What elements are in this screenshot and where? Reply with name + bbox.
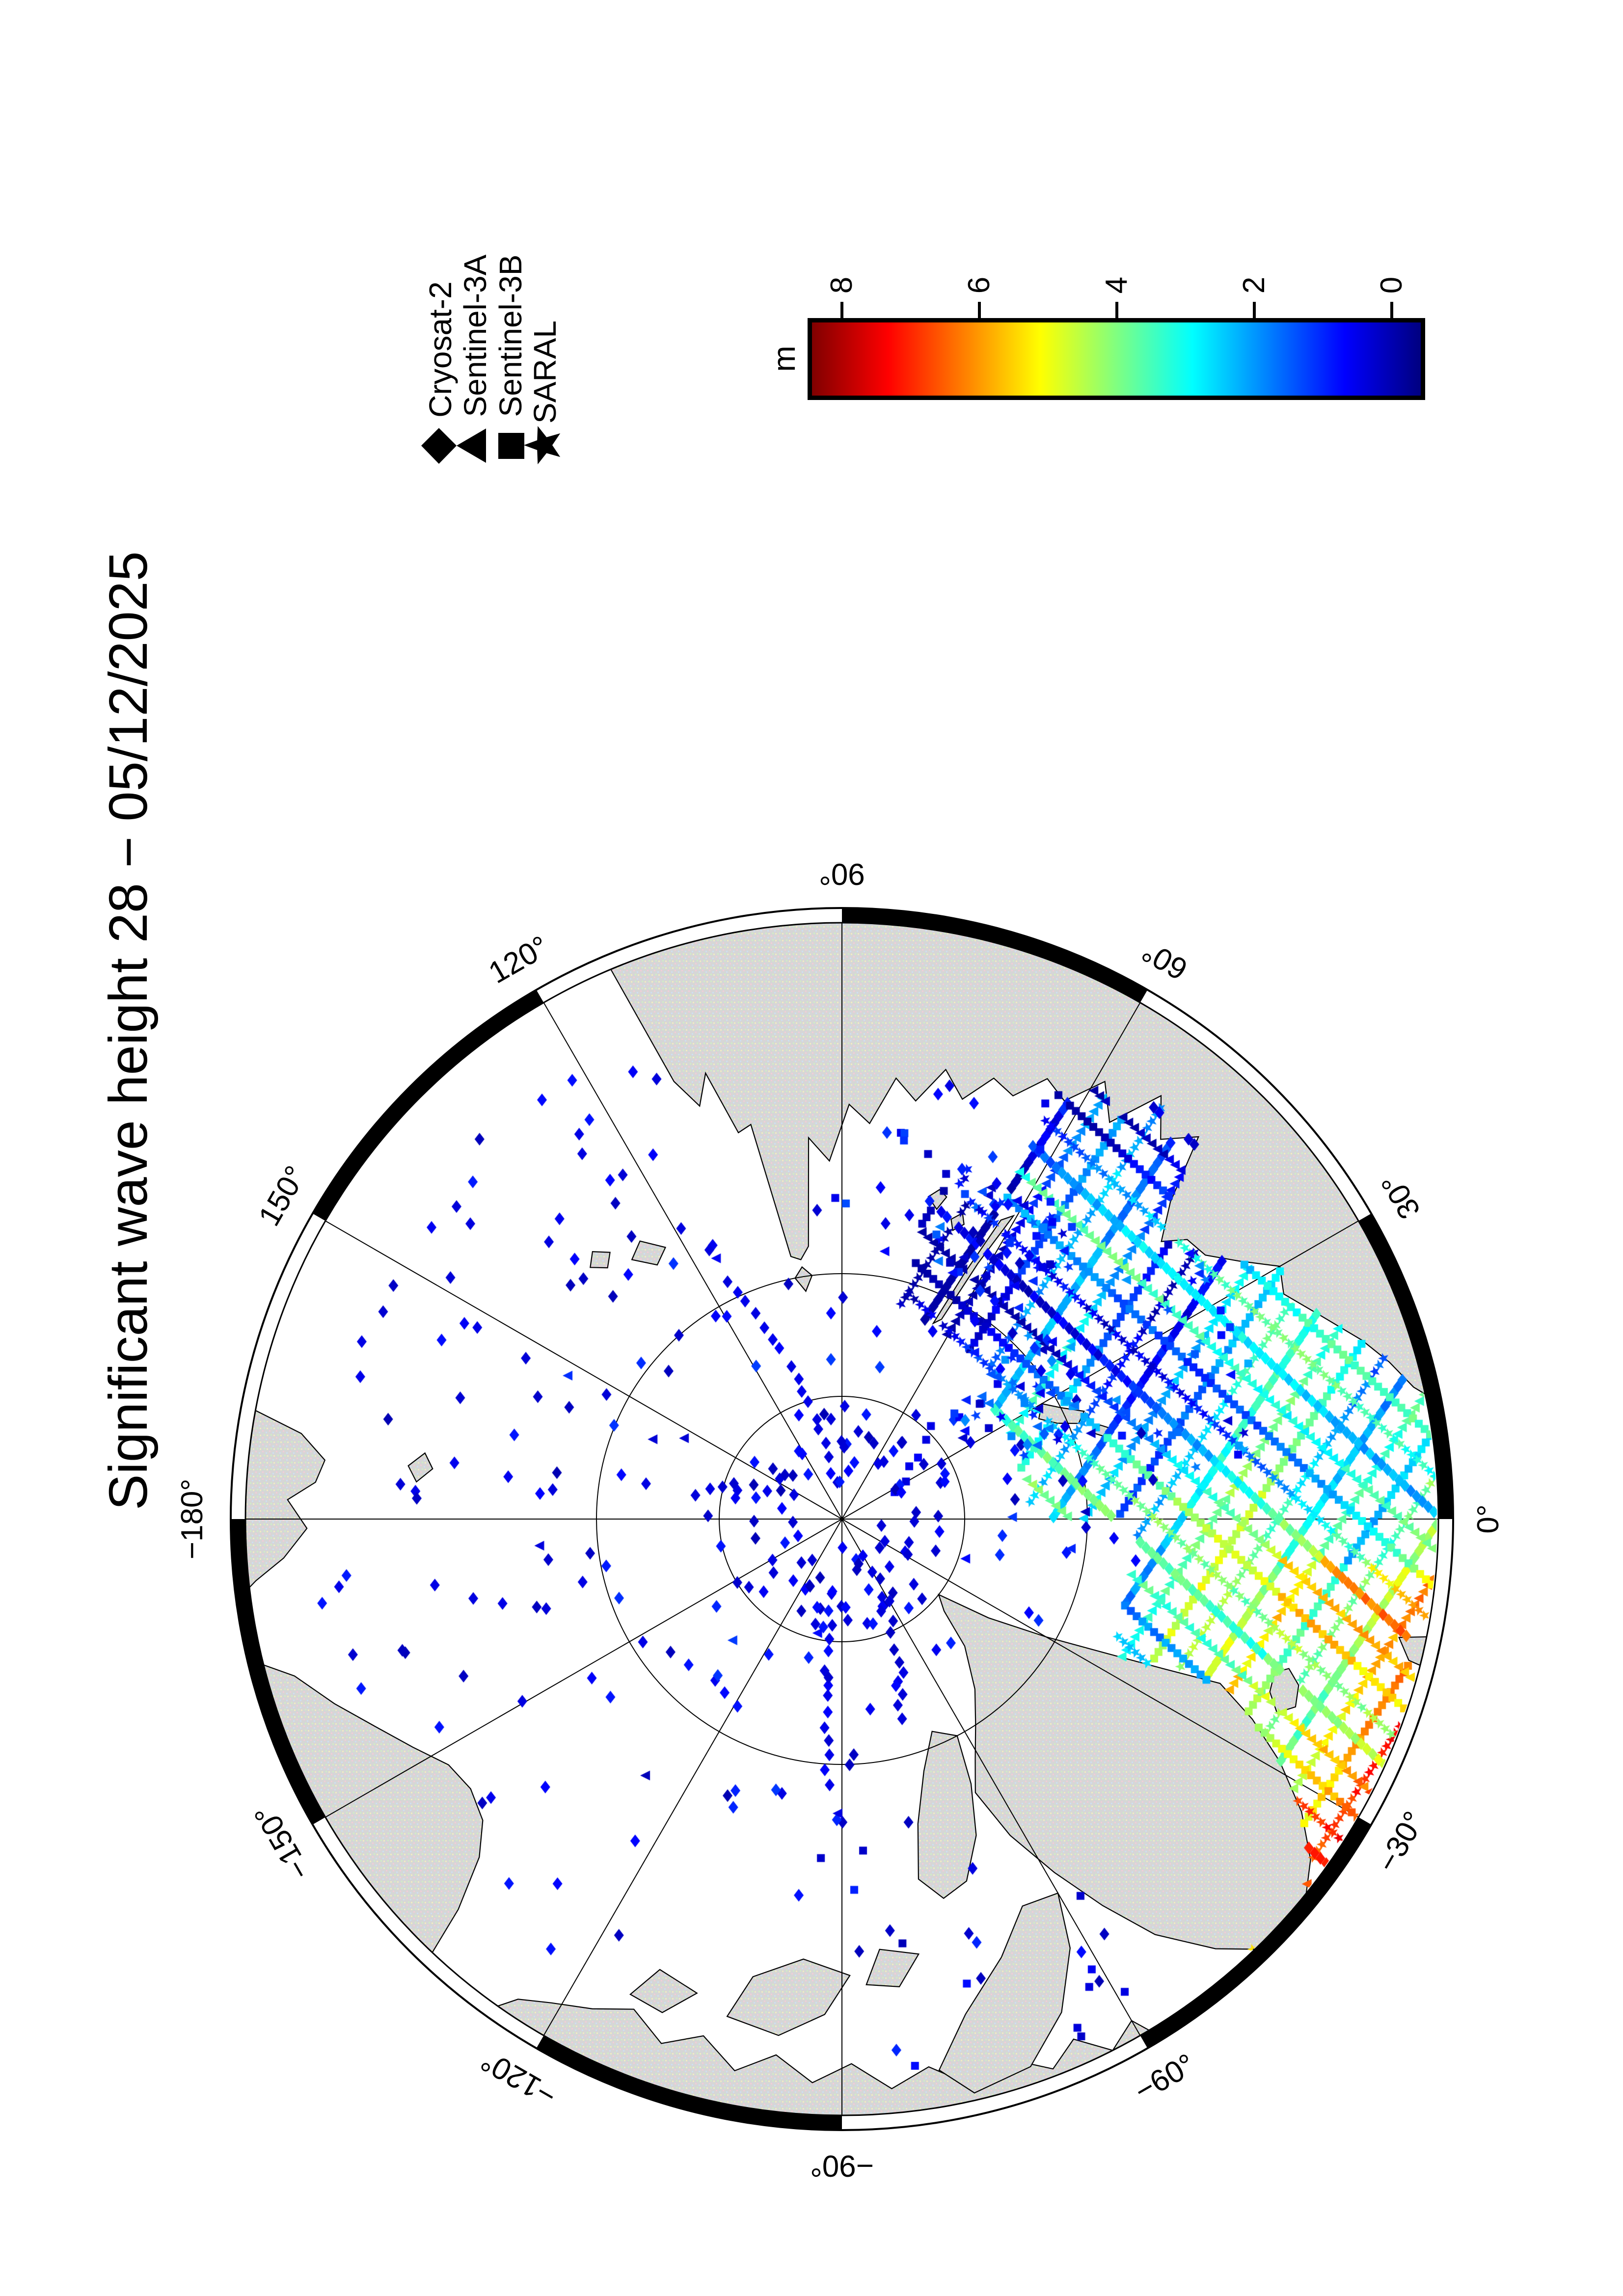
ring-black-segment — [842, 908, 1148, 1003]
colorbar-tick — [1390, 302, 1393, 319]
colorbar-tick-label-0: 0 — [1375, 276, 1408, 294]
colorbar — [808, 318, 1425, 400]
legend-diamond-icon — [421, 428, 457, 464]
colorbar-unit-label: m — [766, 346, 802, 372]
legend-triangle-icon — [457, 428, 486, 463]
ring-black-segment — [231, 1519, 325, 1825]
ring-outer-edge — [230, 907, 1454, 2131]
lon-label-90: 90° — [819, 857, 865, 891]
colorbar-tick — [1115, 302, 1118, 319]
lon-label-0: 0° — [1471, 1504, 1505, 1534]
colorbar-tick-label-4: 4 — [1100, 276, 1134, 294]
colorbar-tick-label-2: 2 — [1237, 276, 1271, 294]
ring-inner-edge — [244, 922, 1439, 2116]
ring-black-segment — [1358, 1213, 1453, 1519]
ring-black-segment — [536, 2035, 842, 2130]
ring-black-segment — [1140, 1817, 1372, 2049]
colorbar-tick — [840, 302, 843, 319]
lon-label-m180: −180° — [175, 1478, 209, 1560]
legend-star-icon — [524, 426, 561, 464]
colorbar-tick-label-8: 8 — [825, 276, 859, 294]
colorbar-tick — [1253, 302, 1256, 319]
legend-square-icon — [498, 433, 524, 459]
colorbar-tick — [978, 302, 981, 319]
lon-label-m90: −90° — [810, 2149, 874, 2183]
ring-black-segment — [312, 989, 544, 1221]
colorbar-tick-label-6: 6 — [962, 276, 996, 294]
